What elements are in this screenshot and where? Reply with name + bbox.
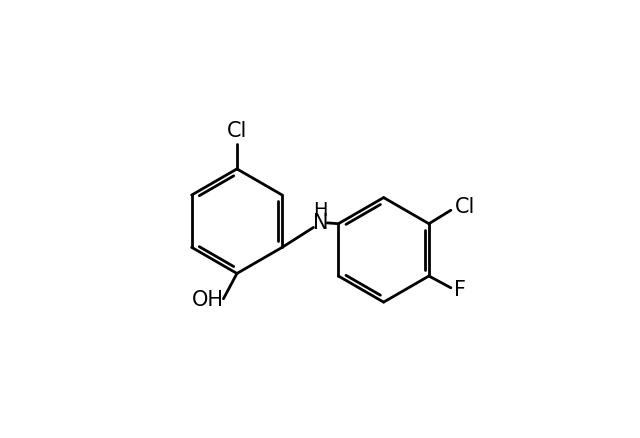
Text: Cl: Cl [455, 197, 475, 217]
Text: OH: OH [192, 290, 224, 311]
Text: H: H [314, 201, 328, 219]
Text: F: F [454, 280, 467, 300]
Text: N: N [313, 213, 328, 233]
Text: Cl: Cl [227, 121, 247, 141]
